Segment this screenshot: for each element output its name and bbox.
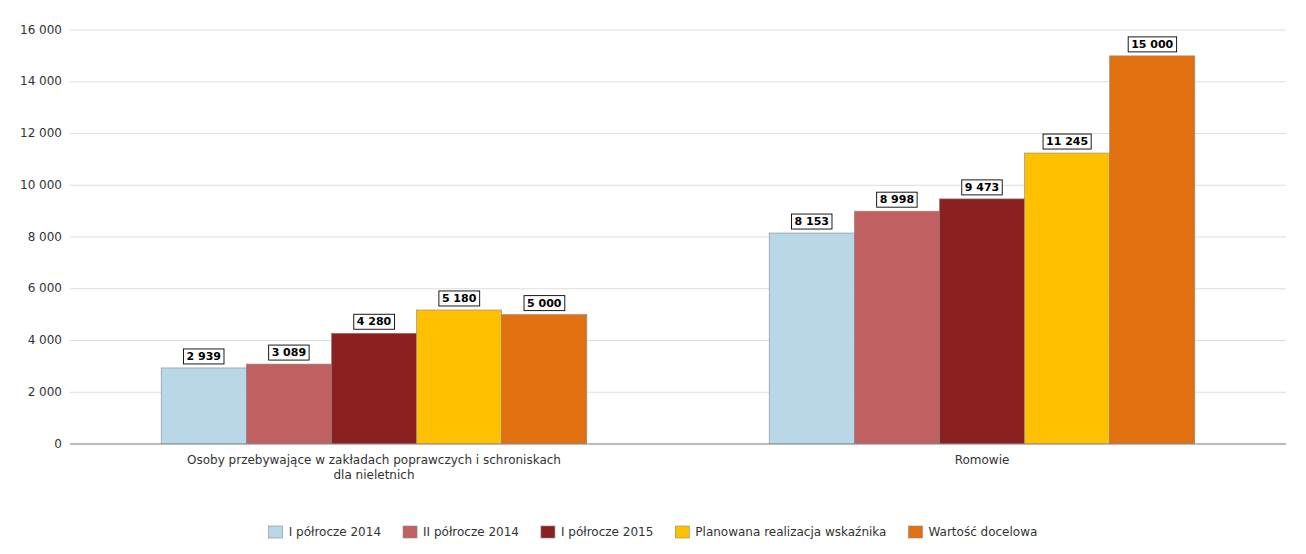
y-tick-label: 8 000 [28, 230, 62, 244]
data-label: 3 089 [269, 345, 309, 360]
data-label-text: 3 089 [272, 346, 306, 359]
x-tick-label: Romowie [955, 453, 1010, 467]
legend-label: II półrocze 2014 [423, 525, 519, 539]
y-tick-label: 0 [54, 437, 62, 451]
data-label: 11 245 [1043, 134, 1091, 149]
legend-swatch [403, 526, 417, 538]
bars [161, 56, 1195, 444]
data-label: 2 939 [184, 349, 224, 364]
legend-item: II półrocze 2014 [403, 525, 519, 539]
data-label-box [184, 349, 224, 364]
data-label-text: 11 245 [1046, 135, 1088, 148]
legend: I półrocze 2014 II półrocze 2014 I półrocz… [269, 525, 1038, 539]
legend-swatch [675, 526, 689, 538]
legend-item: Planowana realizacja wskaźnika [675, 525, 886, 539]
data-label: 5 180 [439, 291, 480, 306]
data-label-text: 4 280 [357, 315, 392, 328]
x-tick-label-line: Romowie [955, 453, 1010, 467]
legend-label: I półrocze 2015 [561, 525, 653, 539]
data-label-text: 8 153 [795, 215, 829, 228]
grid-line [70, 133, 1286, 134]
x-tick-label-line: Osoby przebywające w zakładach poprawczy… [187, 453, 561, 467]
data-labels: 2 939 8 153 3 089 8 998 4 280 9 473 5 180 11 24… [184, 37, 1177, 364]
data-label-box [1128, 37, 1176, 52]
legend-swatch [541, 526, 555, 538]
legend-swatch [269, 526, 283, 538]
data-label-box [792, 214, 832, 229]
x-tick-label: Osoby przebywające w zakładach poprawczy… [187, 453, 561, 482]
grid-line [70, 81, 1286, 82]
data-label-box [524, 296, 565, 311]
bar [331, 333, 416, 444]
data-label-box [354, 314, 395, 329]
bar [769, 233, 854, 444]
data-label: 15 000 [1128, 37, 1176, 52]
y-axis: 0 2 000 4 000 6 000 8 000 10 000 12 000 14 000 1… [20, 23, 1286, 451]
data-label-box [269, 345, 309, 360]
legend-swatch [908, 526, 922, 538]
grid-line [70, 30, 1286, 31]
data-label-box [877, 192, 917, 207]
x-axis: Osoby przebywające w zakładach poprawczy… [187, 453, 1009, 482]
data-label: 9 473 [962, 180, 1002, 195]
data-label-text: 15 000 [1131, 38, 1173, 51]
x-tick-label-line: dla nieletnich [333, 468, 414, 482]
bar [417, 310, 502, 444]
data-label-text: 9 473 [965, 181, 999, 194]
data-label: 4 280 [354, 314, 395, 329]
bar [1025, 153, 1110, 444]
legend-item: Wartość docelowa [908, 525, 1037, 539]
bar [246, 364, 331, 444]
grid-line [70, 444, 1286, 445]
data-label-text: 5 000 [527, 297, 562, 310]
legend-label: Planowana realizacja wskaźnika [695, 525, 886, 539]
legend-item: I półrocze 2014 [269, 525, 381, 539]
bar [502, 315, 587, 444]
bar [854, 211, 939, 444]
legend-label: I półrocze 2014 [289, 525, 381, 539]
data-label: 8 153 [792, 214, 832, 229]
data-label-text: 2 939 [187, 350, 221, 363]
chart: 0 2 000 4 000 6 000 8 000 10 000 12 000 14 000 1… [0, 0, 1306, 554]
x-axis-line [70, 444, 1286, 445]
y-tick-label: 12 000 [20, 126, 62, 140]
data-label-box [962, 180, 1002, 195]
y-tick-label: 4 000 [28, 333, 62, 347]
data-label-box [439, 291, 480, 306]
bar [939, 199, 1024, 444]
data-label-text: 8 998 [880, 193, 914, 206]
bar [161, 368, 246, 444]
y-tick-label: 16 000 [20, 23, 62, 37]
y-tick-label: 6 000 [28, 281, 62, 295]
y-tick-label: 10 000 [20, 178, 62, 192]
y-tick-label: 2 000 [28, 385, 62, 399]
data-label-text: 5 180 [442, 292, 477, 305]
legend-label: Wartość docelowa [928, 525, 1037, 539]
y-tick-label: 14 000 [20, 74, 62, 88]
data-label: 8 998 [877, 192, 917, 207]
legend-item: I półrocze 2015 [541, 525, 653, 539]
data-label-box [1043, 134, 1091, 149]
bar [1110, 56, 1195, 444]
data-label: 5 000 [524, 296, 565, 311]
